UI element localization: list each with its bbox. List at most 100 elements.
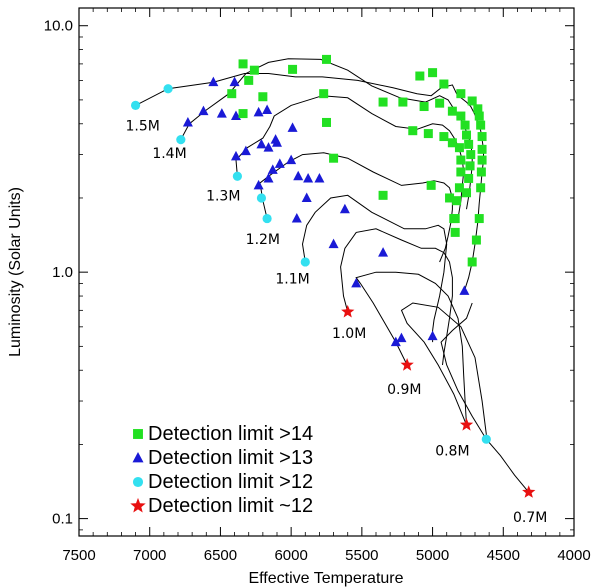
square-marker	[467, 96, 477, 106]
triangle-marker	[339, 203, 350, 214]
track-labels: 1.5M 1.4M 1.3M 1.2M 1.1M 1.0M 0.9M 0.8M 0.7M	[125, 119, 547, 526]
square-marker	[238, 109, 248, 119]
square-marker	[288, 64, 298, 74]
y-tick-label: 0.1	[52, 511, 73, 528]
track-label: 1.2M	[246, 232, 280, 248]
square-marker	[133, 429, 143, 439]
triangle-marker	[274, 158, 285, 168]
square-marker	[476, 183, 486, 193]
square-marker	[415, 71, 425, 81]
square-marker	[329, 153, 339, 163]
square-marker	[378, 190, 388, 200]
triangle-marker	[459, 285, 470, 295]
x-tick-label: 5000	[416, 547, 449, 564]
x-tick-label: 7500	[62, 547, 95, 564]
y-tick-label: 1.0	[52, 264, 73, 281]
square-marker	[419, 102, 429, 112]
x-tick-label: 6000	[274, 547, 307, 564]
legend-label: Detection limit >13	[148, 447, 313, 469]
square-marker	[447, 138, 457, 148]
star-marker	[459, 417, 474, 431]
star-marker	[522, 485, 536, 498]
square-marker	[238, 59, 248, 69]
square-marker	[477, 144, 487, 154]
triangle-marker	[286, 154, 297, 165]
square-marker	[322, 54, 331, 64]
track-line-1_5M	[135, 73, 484, 291]
square-marker	[477, 132, 487, 142]
square-marker	[322, 117, 331, 127]
square-marker	[466, 150, 476, 160]
track-line-0_9M	[355, 271, 467, 425]
triangle-marker	[132, 451, 144, 463]
square-marker	[452, 196, 462, 206]
square-marker	[258, 92, 268, 102]
square-marker	[456, 155, 466, 165]
legend-label: Detection limit >12	[148, 471, 313, 493]
triangle-marker	[293, 170, 304, 181]
x-tick-label: 6500	[204, 547, 237, 564]
track-label: 1.3M	[206, 189, 240, 205]
triangle-marker	[303, 172, 314, 183]
triangle-marker	[216, 108, 227, 118]
square-marker	[464, 173, 474, 183]
triangle-marker	[198, 105, 209, 116]
square-marker	[454, 183, 464, 193]
x-tick-label: 5500	[345, 547, 378, 564]
triangle-marker	[240, 145, 251, 156]
triangle-marker	[262, 104, 273, 114]
square-marker	[449, 214, 459, 224]
track-label: 0.8M	[435, 444, 469, 460]
square-marker	[447, 106, 457, 116]
track-label: 0.9M	[387, 382, 421, 398]
square-marker	[445, 193, 455, 203]
triangle-marker	[390, 336, 401, 347]
circle-marker	[163, 84, 173, 94]
track-line-1_0M	[340, 228, 453, 366]
square-marker	[456, 167, 466, 177]
triangle-marker	[270, 134, 281, 144]
circle-marker	[300, 257, 310, 267]
square-marker	[467, 257, 477, 267]
square-marker	[439, 79, 449, 89]
square-marker	[428, 68, 438, 78]
triangle-marker	[427, 330, 438, 341]
x-tick-label: 4500	[487, 547, 520, 564]
square-marker	[462, 130, 472, 140]
legend-label: Detection limit >14	[148, 423, 313, 445]
triangle-marker	[287, 122, 298, 132]
circle-marker	[481, 434, 491, 444]
square-marker	[423, 129, 433, 139]
square-marker	[474, 214, 484, 224]
square-marker	[249, 65, 259, 75]
square-marker	[378, 97, 388, 107]
triangle-marker	[301, 192, 312, 202]
track-label: 1.4M	[152, 146, 186, 162]
data-markers	[130, 54, 536, 498]
track-line-1_1M	[301, 194, 448, 343]
triangle-marker	[378, 247, 389, 257]
track-line-1_2M	[259, 152, 453, 263]
triangle-marker	[328, 238, 339, 249]
triangle-marker	[351, 277, 362, 288]
square-marker	[319, 89, 329, 99]
square-marker	[426, 180, 436, 190]
triangle-marker	[182, 116, 193, 127]
track-label: 1.5M	[125, 119, 159, 135]
triangle-marker	[229, 76, 240, 87]
triangle-marker	[230, 150, 241, 161]
square-marker	[474, 111, 484, 121]
circle-marker	[176, 135, 186, 145]
triangle-marker	[253, 106, 264, 117]
track-line-0_8M	[400, 302, 487, 440]
square-marker	[473, 104, 483, 114]
square-marker	[454, 143, 464, 153]
square-marker	[456, 111, 466, 121]
star-marker	[341, 304, 355, 318]
track-label: 1.0M	[332, 326, 366, 342]
square-marker	[460, 120, 470, 130]
x-tick-label: 4000	[557, 547, 590, 564]
triangle-marker	[253, 179, 264, 190]
